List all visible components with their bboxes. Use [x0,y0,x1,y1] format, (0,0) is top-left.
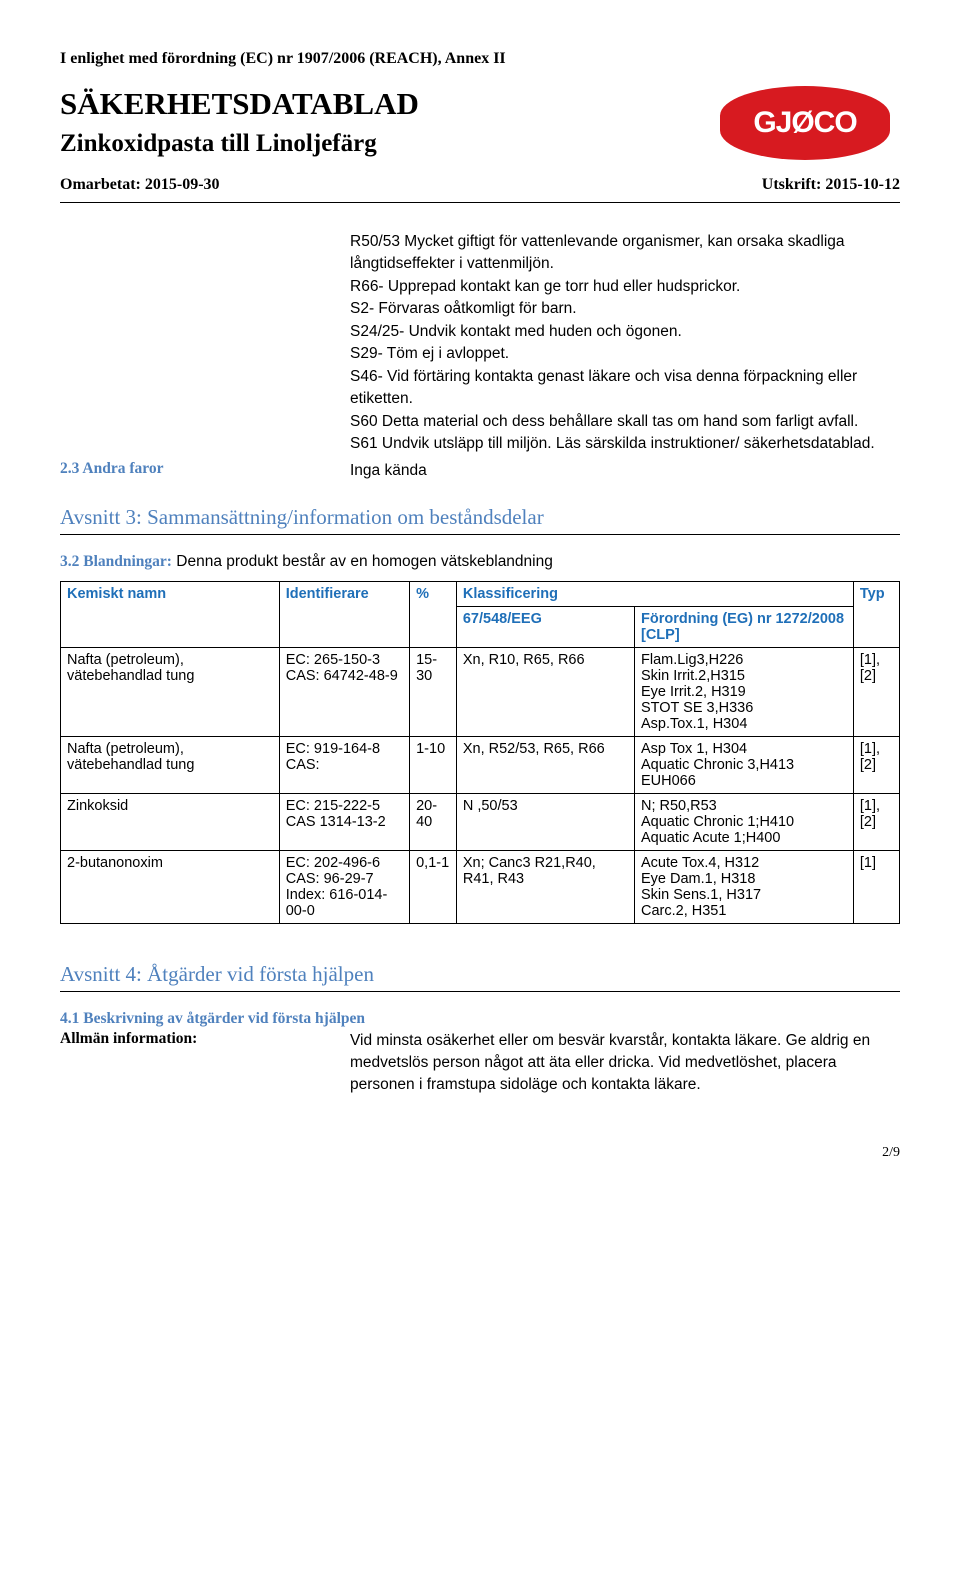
page-number: 2/9 [60,1145,900,1161]
cell-typ: [1],[2] [853,794,899,851]
col-pct: % [410,582,457,648]
cell-eeg: Xn, R10, R65, R66 [456,648,634,737]
hazard-statements: R50/53 Mycket giftigt för vattenlevande … [60,231,900,456]
section-3-heading: Avsnitt 3: Sammansättning/information om… [60,505,900,535]
print-date: Utskrift: 2015-10-12 [762,176,900,194]
cell-pct: 0,1-1 [410,851,457,924]
cell-typ: [1],[2] [853,648,899,737]
cell-name: 2-butanonoxim [61,851,280,924]
section-2-3-value: Inga kända [350,460,900,482]
general-info-label: Allmän information: [60,1030,350,1048]
header-row: SÄKERHETSDATABLAD Zinkoxidpasta till Lin… [60,82,900,176]
regulation-line: I enlighet med förordning (EC) nr 1907/2… [60,50,900,68]
table-row: Nafta (petroleum), vätebehandlad tung EC… [61,737,900,794]
cell-clp: Flam.Lig3,H226 Skin Irrit.2,H315 Eye Irr… [634,648,853,737]
hazard-line: S2- Förvaras oåtkomligt för barn. [350,298,900,320]
logo-badge: GJØCO [720,86,890,160]
header-left: SÄKERHETSDATABLAD Zinkoxidpasta till Lin… [60,82,720,176]
table-row: 2-butanonoxim EC: 202-496-6 CAS: 96-29-7… [61,851,900,924]
brand-logo: GJØCO [720,82,900,160]
cell-id: EC: 265-150-3 CAS: 64742-48-9 [279,648,409,737]
cell-id: EC: 919-164-8 CAS: [279,737,409,794]
cell-typ: [1] [853,851,899,924]
cell-name: Zinkoksid [61,794,280,851]
cell-pct: 1-10 [410,737,457,794]
cell-pct: 15-30 [410,648,457,737]
hazard-line: S24/25- Undvik kontakt med huden och ögo… [350,321,900,343]
col-name: Kemiskt namn [61,582,280,648]
cell-name: Nafta (petroleum), vätebehandlad tung [61,648,280,737]
hazard-line: S60 Detta material och dess behållare sk… [350,411,900,433]
cell-eeg: N ,50/53 [456,794,634,851]
hazard-line: S61 Undvik utsläpp till miljön. Läs särs… [350,433,900,455]
hazard-line: R66- Upprepad kontakt kan ge torr hud el… [350,276,900,298]
section-3-2-label: 3.2 Blandningar: [60,553,172,570]
section-4-heading: Avsnitt 4: Åtgärder vid första hjälpen [60,962,900,992]
table-row: Nafta (petroleum), vätebehandlad tung EC… [61,648,900,737]
table-row: Zinkoksid EC: 215-222-5 CAS 1314-13-2 20… [61,794,900,851]
col-id: Identifierare [279,582,409,648]
revised-date: Omarbetat: 2015-09-30 [60,176,220,194]
product-title: Zinkoxidpasta till Linoljefärg [60,130,720,158]
cell-eeg: Xn, R52/53, R65, R66 [456,737,634,794]
cell-clp: N; R50,R53 Aquatic Chronic 1;H410 Aquati… [634,794,853,851]
hazard-line: S46- Vid förtäring kontakta genast läkar… [350,366,900,411]
col-eeg: 67/548/EEG [456,607,634,648]
cell-typ: [1],[2] [853,737,899,794]
col-clp: Förordning (EG) nr 1272/2008 [CLP] [634,607,853,648]
doc-title: SÄKERHETSDATABLAD [60,86,720,122]
section-3-2-text: Denna produkt består av en homogen vätsk… [172,553,553,570]
composition-tbody: Nafta (petroleum), vätebehandlad tung EC… [61,648,900,924]
section-2-3: 2.3 Andra faror Inga kända [60,460,900,482]
cell-eeg: Xn; Canc3 R21,R40, R41, R43 [456,851,634,924]
section-3-2-heading: 3.2 Blandningar: Denna produkt består av… [60,553,900,571]
dates-row: Omarbetat: 2015-09-30 Utskrift: 2015-10-… [60,176,900,194]
section-4-1-heading: 4.1 Beskrivning av åtgärder vid första h… [60,1010,900,1028]
cell-id: EC: 215-222-5 CAS 1314-13-2 [279,794,409,851]
composition-table: Kemiskt namn Identifierare % Klassificer… [60,581,900,924]
cell-pct: 20-40 [410,794,457,851]
col-type: Typ [853,582,899,648]
cell-id: EC: 202-496-6 CAS: 96-29-7 Index: 616-01… [279,851,409,924]
general-info-row: Allmän information: Vid minsta osäkerhet… [60,1030,900,1095]
section-2-3-label: 2.3 Andra faror [60,460,350,478]
general-info-text: Vid minsta osäkerhet eller om besvär kva… [350,1030,900,1095]
cell-clp: Asp Tox 1, H304 Aquatic Chronic 3,H413 E… [634,737,853,794]
logo-text: GJØCO [753,106,856,140]
col-class: Klassificering [456,582,853,607]
header-divider [60,202,900,203]
cell-name: Nafta (petroleum), vätebehandlad tung [61,737,280,794]
hazard-line: S29- Töm ej i avloppet. [350,343,900,365]
hazard-line: R50/53 Mycket giftigt för vattenlevande … [350,231,900,276]
cell-clp: Acute Tox.4, H312 Eye Dam.1, H318 Skin S… [634,851,853,924]
